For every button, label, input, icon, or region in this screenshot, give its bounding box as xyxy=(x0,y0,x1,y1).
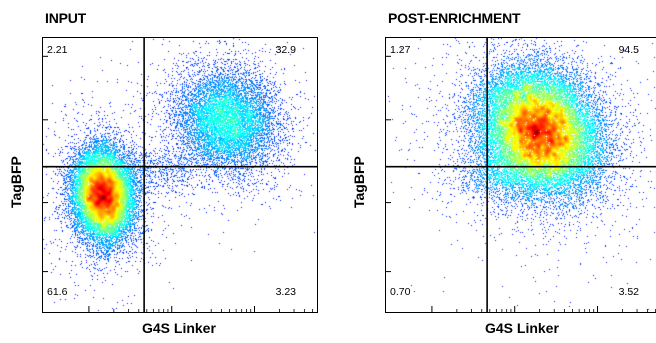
quadrant-lower-right: 3.23 xyxy=(275,286,296,298)
axes-and-gates xyxy=(385,37,656,313)
axes-and-gates xyxy=(42,37,318,313)
x-axis-label: G4S Linker xyxy=(142,320,216,336)
plot-panel-post-enrichment: POST-ENRICHMENT TagBFP 1.27 94.5 0.70 3.… xyxy=(343,0,656,343)
quadrant-upper-left: 1.27 xyxy=(390,44,411,56)
plot-title: INPUT xyxy=(45,10,87,26)
scatter-plot-area: 2.21 32.9 61.6 3.23 xyxy=(42,37,318,313)
y-axis-label: TagBFP xyxy=(351,156,367,208)
plot-frame xyxy=(42,37,318,313)
x-axis-label: G4S Linker xyxy=(485,320,559,336)
quadrant-lower-right: 3.52 xyxy=(618,286,639,298)
quadrant-upper-right: 32.9 xyxy=(275,44,296,56)
scatter-plot-area: 1.27 94.5 0.70 3.52 xyxy=(385,37,656,313)
quadrant-lower-left: 61.6 xyxy=(47,286,68,298)
density-scatter xyxy=(385,37,656,313)
plot-frame xyxy=(385,37,656,313)
plot-title: POST-ENRICHMENT xyxy=(388,10,521,26)
quadrant-upper-right: 94.5 xyxy=(618,44,639,56)
y-axis-label: TagBFP xyxy=(8,156,24,208)
density-scatter xyxy=(42,37,318,313)
quadrant-upper-left: 2.21 xyxy=(47,44,68,56)
plot-panel-input: INPUT TagBFP 2.21 32.9 61.6 3.23 G4S Lin… xyxy=(0,0,320,343)
quadrant-lower-left: 0.70 xyxy=(390,286,411,298)
